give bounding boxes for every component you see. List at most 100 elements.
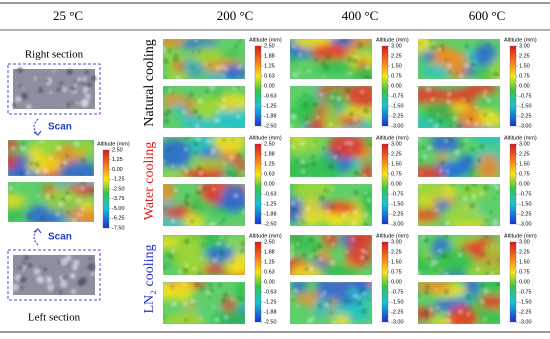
colorbar-label: 2.25 — [391, 249, 402, 255]
surface-blob — [192, 46, 224, 65]
surface-blob — [175, 307, 204, 324]
colorbar — [381, 241, 389, 323]
surface-blob — [477, 154, 500, 177]
texture-dot — [290, 246, 293, 251]
colorbar-label: 2.50 — [264, 43, 275, 49]
colorbar-label: 1.25 — [264, 259, 275, 265]
texture-dot — [474, 122, 479, 127]
texture-dot — [479, 191, 485, 197]
texture-dot — [437, 112, 440, 116]
colorbar-label: -1.50 — [391, 201, 404, 207]
surface-blob — [447, 50, 468, 79]
colorbar-label: 0.00 — [519, 279, 530, 285]
colorbar — [254, 143, 262, 225]
photo-grain — [82, 83, 87, 87]
colorbar-label: -3.00 — [391, 319, 404, 325]
texture-dot — [471, 194, 477, 200]
colorbar-label: -2.25 — [519, 309, 532, 315]
texture-dot — [457, 200, 460, 204]
texture-dot — [470, 147, 475, 152]
scan-arrow — [33, 118, 39, 136]
colorbar-label: -1.88 — [264, 211, 277, 217]
texture-dot — [425, 86, 432, 93]
colorbar-label: -0.75 — [519, 93, 532, 99]
colorbar-label: 1.50 — [519, 259, 530, 265]
texture-dot — [349, 71, 353, 76]
texture-dot — [170, 248, 176, 254]
texture-dot — [471, 61, 477, 68]
photo-texture — [11, 254, 96, 295]
colorbar — [381, 45, 389, 127]
texture-dot — [360, 89, 365, 94]
texture-dot — [233, 86, 237, 90]
photo-grain — [76, 102, 79, 105]
row-label: Natural cooling — [142, 39, 157, 126]
colorbar-label: -0.63 — [264, 191, 277, 197]
texture-dot — [208, 63, 212, 66]
surface-blob — [418, 86, 447, 104]
surface-blob — [447, 304, 478, 324]
colorbar-label: -3.00 — [519, 123, 532, 129]
surface-blob — [220, 50, 240, 63]
texture-dot — [351, 221, 356, 226]
colorbar-label: -2.25 — [391, 113, 404, 119]
colorbar-label: 1.25 — [112, 157, 123, 163]
texture-dot — [439, 43, 445, 49]
texture-dot — [184, 200, 191, 207]
colorbar-label: -2.50 — [112, 186, 125, 192]
texture-dot — [65, 153, 69, 158]
surface-blob — [418, 253, 426, 272]
surface-blob — [474, 43, 497, 69]
surface-map — [163, 86, 245, 128]
texture-dot — [359, 287, 366, 294]
surface-map — [418, 137, 500, 177]
colorbar — [254, 45, 262, 127]
colorbar-label: 1.50 — [391, 63, 402, 69]
texture-dot — [423, 309, 430, 316]
texture-dot — [468, 173, 472, 177]
texture-dot — [226, 244, 230, 248]
surface-blob — [465, 210, 484, 225]
photo-grain — [66, 68, 73, 76]
texture-dot — [464, 43, 469, 49]
texture-dot — [479, 299, 485, 304]
texture-dot — [80, 182, 86, 187]
texture-dot — [164, 75, 167, 78]
surface-blobs — [293, 86, 372, 128]
colorbar-label: 1.88 — [264, 249, 275, 255]
colorbar-label: 0.00 — [264, 83, 275, 89]
texture-dot — [17, 183, 20, 186]
texture-dot — [366, 197, 372, 203]
texture-dot — [163, 206, 167, 211]
texture-dot — [423, 315, 428, 320]
colorbar-label: -0.75 — [519, 191, 532, 197]
texture-dot — [364, 212, 369, 217]
texture-dot — [463, 62, 470, 69]
texture-dot — [221, 218, 226, 222]
texture-dot — [437, 248, 442, 253]
texture-dot — [353, 209, 358, 215]
texture-dot — [483, 89, 488, 94]
texture-dot — [188, 92, 194, 97]
texture-dot — [337, 309, 340, 312]
texture-dot — [418, 292, 421, 298]
colorbar-label: -3.00 — [391, 123, 404, 129]
surface-blob — [190, 96, 222, 120]
colorbar — [509, 143, 517, 225]
surface-blob — [234, 282, 245, 307]
texture-dot — [45, 192, 50, 196]
texture-dot — [290, 200, 296, 206]
texture-dot — [197, 272, 203, 275]
texture-dot — [432, 42, 436, 45]
texture-dot — [418, 184, 423, 188]
texture-dot — [241, 170, 245, 175]
texture-dot — [71, 218, 77, 222]
surface-map — [290, 235, 372, 275]
photo-grain — [72, 259, 80, 267]
colorbar-label: -0.63 — [264, 93, 277, 99]
texture-dot — [471, 203, 476, 208]
texture-dot — [221, 298, 226, 304]
surface-blob — [163, 138, 193, 169]
texture-dot — [314, 140, 317, 143]
photo-grain — [19, 276, 27, 283]
